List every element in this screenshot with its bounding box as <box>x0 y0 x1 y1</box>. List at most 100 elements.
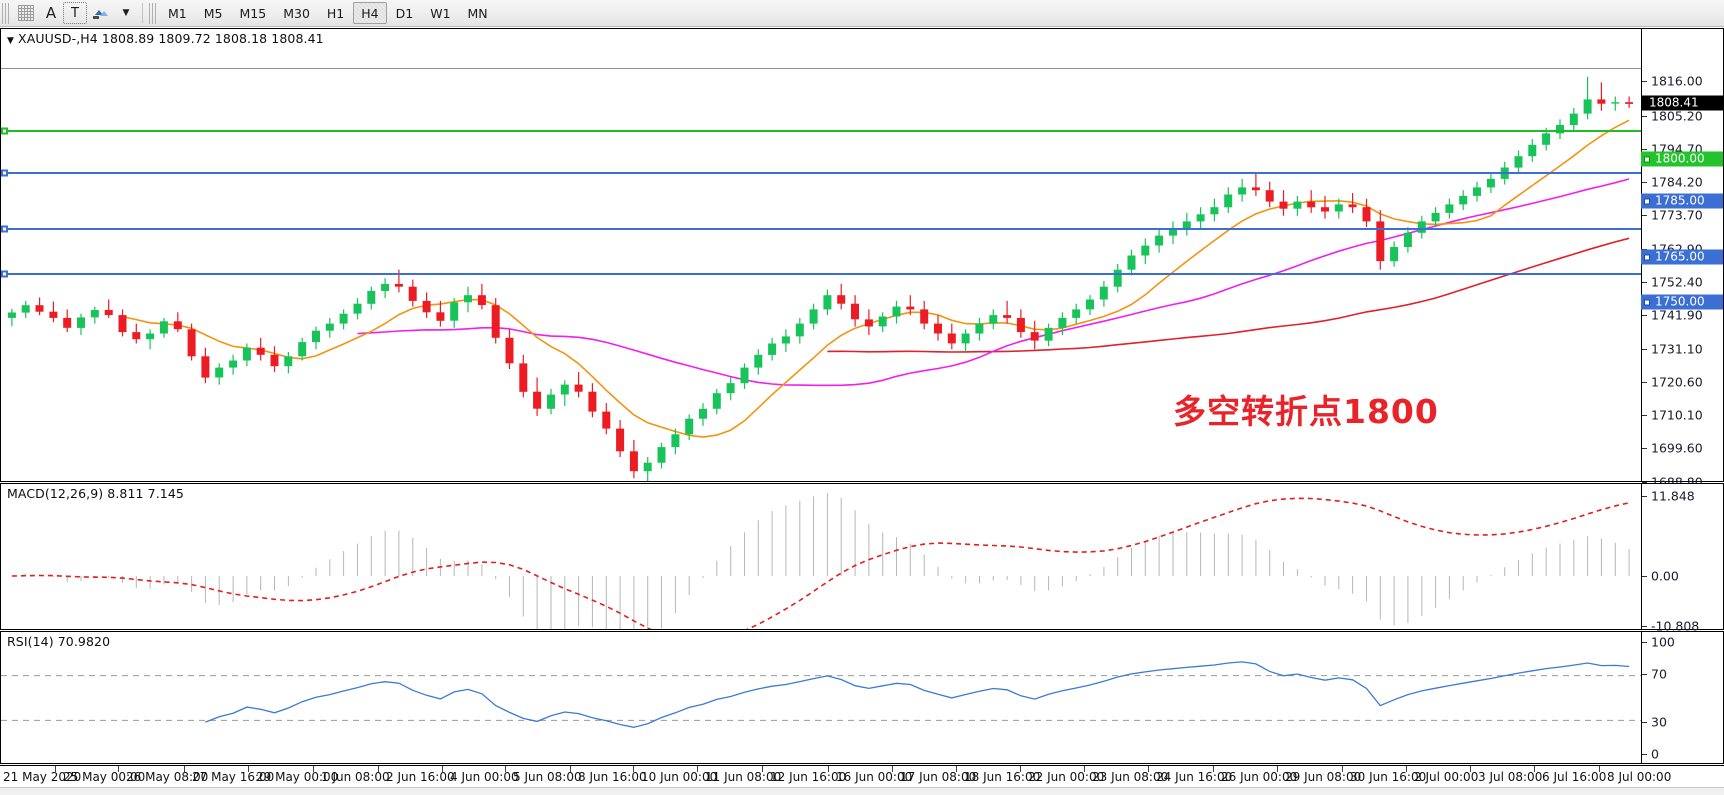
price-axis-label: 1752.40 <box>1651 274 1703 290</box>
axis-tick <box>1642 496 1647 497</box>
level-tag-handle[interactable] <box>1644 156 1650 162</box>
price-crosshair-line <box>1 68 1641 69</box>
time-axis-divider <box>1342 766 1343 772</box>
toolbar-grip-1[interactable] <box>2 2 10 24</box>
time-axis-divider <box>956 766 957 772</box>
price-level-line-1750[interactable] <box>1 270 1641 278</box>
timeframe-button-m30[interactable]: M30 <box>283 5 310 21</box>
price-axis-label: 1710.10 <box>1651 407 1703 423</box>
rsi-panel[interactable]: RSI(14) 70.9820 100 70 30 0 <box>0 631 1724 764</box>
time-axis-label: 25 May 00:00 <box>63 770 146 784</box>
time-axis-divider <box>1277 766 1278 772</box>
macd-svg <box>11 493 1630 629</box>
price-chart-panel[interactable]: 多空转折点1800 ▼ XAUUSD-,H4 1808.89 1809.72 18… <box>0 28 1724 523</box>
chart-collapse-icon[interactable]: ▼ <box>7 36 15 46</box>
time-axis-divider <box>570 766 571 772</box>
timeframe-button-d1[interactable]: D1 <box>395 5 414 21</box>
crosshair-grid-icon[interactable] <box>13 2 39 24</box>
time-axis-label: 17 Jun 08:00 <box>900 770 977 784</box>
time-axis-divider <box>1470 766 1471 772</box>
level-tag-1785-00[interactable]: 1785.00 <box>1641 193 1723 209</box>
timeframe-button-m5[interactable]: M5 <box>203 5 223 21</box>
time-axis-divider <box>378 766 379 772</box>
time-axis-divider <box>892 766 893 772</box>
price-level-line-1765[interactable] <box>1 225 1641 233</box>
level-tag-1765-00[interactable]: 1765.00 <box>1641 249 1723 265</box>
macd-plot-area[interactable] <box>1 484 1641 629</box>
time-axis-label: 8 Jul 00:00 <box>1607 770 1672 784</box>
level-tag-handle[interactable] <box>1644 254 1650 260</box>
shapes-icon[interactable] <box>87 2 114 24</box>
rsi-axis-label: 70 <box>1651 666 1667 682</box>
price-plot-area[interactable]: 多空转折点1800 <box>1 29 1641 481</box>
level-tag-handle[interactable] <box>1644 299 1650 305</box>
time-axis-divider <box>313 766 314 772</box>
time-axis-label: 27 May 16:00 <box>192 770 275 784</box>
time-axis-label: 5 Jun 08:00 <box>513 770 582 784</box>
level-handle[interactable] <box>1 225 8 233</box>
time-axis-label: 22 Jun 00:00 <box>1028 770 1105 784</box>
price-axis-label: 1720.60 <box>1651 374 1703 390</box>
time-axis-label: 18 Jun 16:00 <box>964 770 1041 784</box>
macd-label: MACD(12,26,9) 8.811 7.145 <box>7 486 184 501</box>
chart-annotation-text: 多空转折点1800 <box>1173 392 1439 431</box>
timeframe-button-h4[interactable]: H4 <box>353 2 387 24</box>
timeframe-button-mn[interactable]: MN <box>467 5 488 21</box>
time-axis-label: 30 Jun 16:00 <box>1350 770 1427 784</box>
price-level-line-1785[interactable] <box>1 169 1641 177</box>
time-axis-label: 2 Jun 16:00 <box>386 770 455 784</box>
price-level-line-1800[interactable] <box>1 127 1641 135</box>
time-axis-label: 2 Jul 00:00 <box>1414 770 1479 784</box>
chart-header-text: XAUUSD-,H4 1808.89 1809.72 1808.18 1808.… <box>18 31 324 46</box>
timeframe-button-w1[interactable]: W1 <box>430 5 451 21</box>
time-axis-divider <box>118 766 119 772</box>
rsi-axis[interactable]: 100 70 30 0 <box>1641 632 1723 763</box>
time-axis-label: 6 Jul 16:00 <box>1542 770 1607 784</box>
text-box-icon[interactable]: T <box>63 2 87 24</box>
rsi-label: RSI(14) 70.9820 <box>7 634 111 649</box>
rsi-plot-area[interactable] <box>1 632 1641 763</box>
axis-tick <box>1642 482 1647 483</box>
level-tag-label: 1800.00 <box>1655 151 1705 166</box>
timeframe-button-m15[interactable]: M15 <box>239 5 267 21</box>
last-price-tag: 1808.41 <box>1641 95 1723 111</box>
rsi-axis-label: 100 <box>1651 634 1675 650</box>
time-axis-divider <box>697 766 698 772</box>
text-label-icon[interactable]: A <box>45 4 57 22</box>
level-tag-1750-00[interactable]: 1750.00 <box>1641 294 1723 310</box>
time-axis-divider <box>248 766 249 772</box>
time-axis-divider <box>442 766 443 772</box>
time-axis-divider <box>1213 766 1214 772</box>
axis-tick <box>1642 81 1647 82</box>
axis-tick <box>1642 215 1647 216</box>
toolbar-grip-2[interactable] <box>149 2 157 24</box>
level-tag-1800-00[interactable]: 1800.00 <box>1641 151 1723 167</box>
time-axis-label: 12 Jun 16:00 <box>770 770 847 784</box>
time-axis-divider <box>1599 766 1600 772</box>
time-axis-divider <box>762 766 763 772</box>
time-axis-label: 21 May 2020 <box>3 770 82 784</box>
timeframe-button-h1[interactable]: H1 <box>326 5 345 21</box>
level-handle[interactable] <box>1 169 8 177</box>
time-axis-label: 8 Jun 16:00 <box>578 770 647 784</box>
timeframe-group: M1 M5 M15 M30 H1 H4 D1 W1 MN <box>160 2 496 24</box>
macd-axis-label: 0.00 <box>1651 568 1679 584</box>
macd-axis-label: 11.848 <box>1651 488 1695 504</box>
dropdown-arrow-icon[interactable]: ▼ <box>122 8 130 18</box>
time-axis[interactable]: 21 May 2020 25 May 00:00 26 May 08:00 27 Ma… <box>0 765 1724 787</box>
price-axis-label: 1741.90 <box>1651 307 1703 323</box>
level-handle[interactable] <box>1 127 8 135</box>
axis-tick <box>1642 116 1647 117</box>
price-axis-label: 1784.20 <box>1651 174 1703 190</box>
level-handle[interactable] <box>1 270 8 278</box>
time-axis-divider <box>1534 766 1535 772</box>
level-tag-handle[interactable] <box>1644 198 1650 204</box>
axis-tick <box>1642 315 1647 316</box>
time-axis-label: 4 Jun 00:00 <box>450 770 519 784</box>
axis-tick <box>1642 626 1647 627</box>
timeframe-button-m1[interactable]: M1 <box>168 5 187 21</box>
time-axis-divider <box>1406 766 1407 772</box>
macd-axis[interactable]: 11.848 0.00 -10.808 <box>1641 484 1723 634</box>
macd-panel[interactable]: MACD(12,26,9) 8.811 7.145 11.848 0.00 -10.… <box>0 483 1724 634</box>
price-axis[interactable]: 1816.001805.201794.701784.201773.701762.… <box>1641 29 1723 523</box>
